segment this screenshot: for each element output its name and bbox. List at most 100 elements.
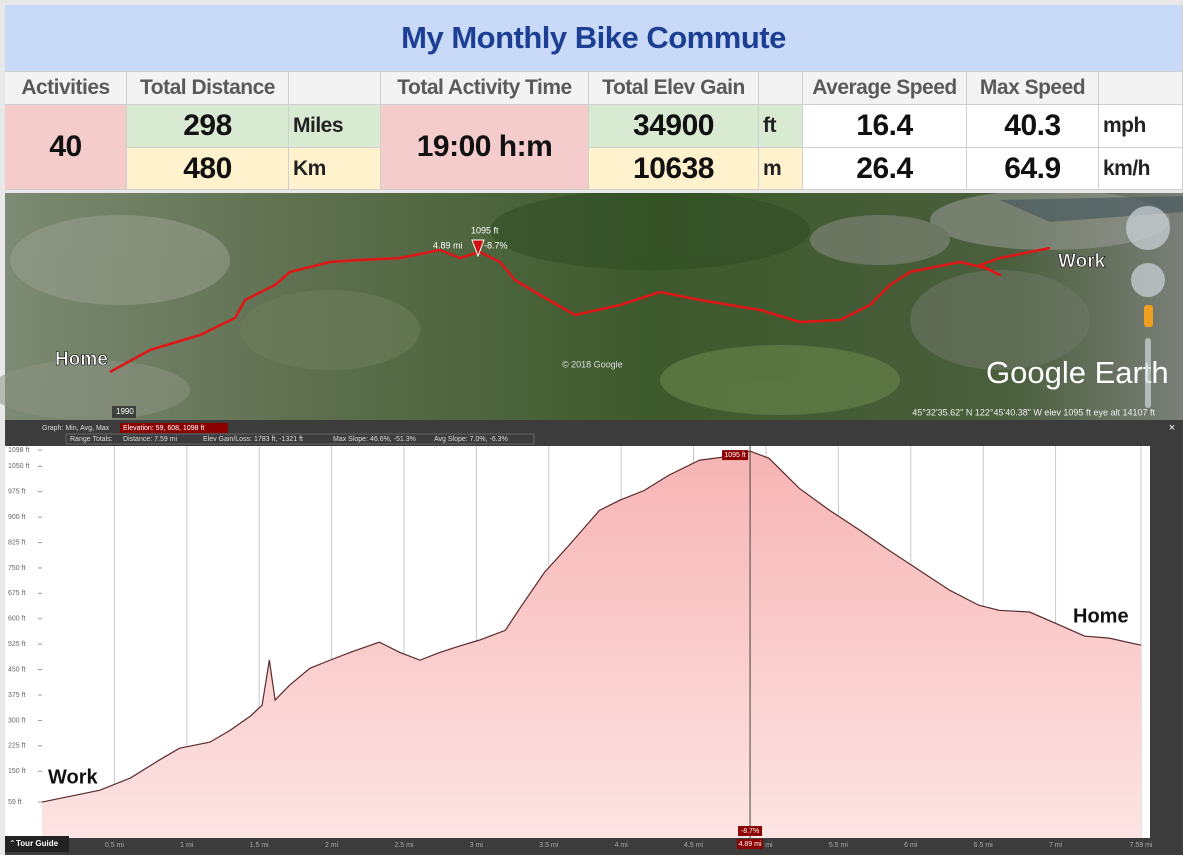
cursor-x-box xyxy=(737,839,764,849)
average-speed: 16.4 xyxy=(803,105,967,148)
y-tick-label: 825 ft xyxy=(8,539,26,546)
y-tick-label: 1050 ft xyxy=(8,463,29,470)
max-speed: 40.3 xyxy=(967,105,1099,148)
map-home-label: Home xyxy=(55,349,108,370)
header-cell xyxy=(289,72,381,105)
x-tick-label: 6 mi xyxy=(904,842,918,849)
cursor-slope-label: -8.7% xyxy=(741,828,759,835)
route xyxy=(109,246,1051,374)
x-tick-label: 7.59 mi xyxy=(1130,842,1153,849)
distance-unit: Miles xyxy=(289,105,381,148)
average-speed: 26.4 xyxy=(803,148,967,190)
close-button[interactable]: × xyxy=(1169,422,1175,434)
river xyxy=(1000,196,1183,222)
y-tick-label: 600 ft xyxy=(8,616,26,623)
tour-guide-icon: ⌃ xyxy=(9,839,16,848)
distance-total: Distance: 7.59 mi xyxy=(123,436,178,443)
elevation-summary: Elevation: 59, 608, 1098 ft xyxy=(123,425,204,432)
cursor-elevation-box xyxy=(722,450,749,461)
elev-gain-value: 10638 xyxy=(589,148,759,190)
year-box xyxy=(112,406,136,418)
y-tick-label: 450 ft xyxy=(8,666,26,673)
range-box xyxy=(65,433,535,445)
y-tick-label: 900 ft xyxy=(8,514,26,521)
x-tick-label: 2 mi xyxy=(325,842,339,849)
y-tick-label: 59 ft xyxy=(8,799,22,806)
avg-slope: Avg Slope: 7.0%, -6.3% xyxy=(434,436,508,443)
cursor-slope-box xyxy=(738,826,763,836)
max-speed: 64.9 xyxy=(967,148,1099,190)
header-cell: Max Speed xyxy=(967,72,1099,105)
end-label: Home xyxy=(1073,605,1129,627)
map-work-label: Work xyxy=(1058,251,1106,272)
distance-unit: Km xyxy=(289,148,381,190)
header-cell: Average Speed xyxy=(803,72,967,105)
cursor-elevation-label: 1095 ft xyxy=(724,452,745,459)
x-tick-label: 7 mi xyxy=(1049,842,1063,849)
map-brand: Google Earth xyxy=(986,355,1169,390)
speed-unit: km/h xyxy=(1099,148,1183,190)
x-tick-label: 6.5 mi xyxy=(974,842,994,849)
y-tick-label: 150 ft xyxy=(8,768,26,775)
nav-look[interactable] xyxy=(1126,206,1170,250)
activity-time: 19:00 h:m xyxy=(381,105,589,190)
y-tick-label: 375 ft xyxy=(8,692,26,699)
street-view[interactable] xyxy=(1144,305,1153,327)
map-status: 45°32'35.62" N 122°45'40.38" W elev 1095… xyxy=(912,407,1155,417)
elevation-chart: Graph: Min, Avg, Max Elevation: 59, 608,… xyxy=(5,420,1183,855)
y-tick-label: 1098 ft xyxy=(8,447,29,454)
elev-gain-unit: ft xyxy=(759,105,803,148)
graph-label: Graph: Min, Avg, Max xyxy=(42,425,110,432)
header-cell: Total Distance xyxy=(127,72,289,105)
map-copyright: © 2018 Google xyxy=(562,359,623,369)
nav-move[interactable] xyxy=(1131,263,1165,297)
distance-value: 480 xyxy=(127,148,289,190)
tour-guide-button[interactable] xyxy=(5,836,69,852)
range-label: Range Totals: xyxy=(70,436,113,443)
map: 1095 ft 4.89 mi -8.7% Home Work © 2018 G… xyxy=(0,193,1183,420)
y-tick-label: 300 ft xyxy=(8,717,26,724)
x-tick-label: 3 mi xyxy=(470,842,484,849)
header-cell xyxy=(1099,72,1183,105)
y-tick-label: 675 ft xyxy=(8,590,26,597)
cursor-x-label: 4.89 mi xyxy=(739,841,762,848)
cursor-arrow xyxy=(471,239,485,258)
header-cell: Total Activity Time xyxy=(381,72,589,105)
elev-gain-unit: m xyxy=(759,148,803,190)
map-cursor-slope: -8.7% xyxy=(484,240,508,250)
x-tick-label: 1 mi xyxy=(180,842,194,849)
x-tick-label: 5 mi xyxy=(759,842,773,849)
speed-unit: mph xyxy=(1099,105,1183,148)
header-cell xyxy=(759,72,803,105)
zoom-slider[interactable] xyxy=(1145,338,1151,408)
sheet-title: My Monthly Bike Commute xyxy=(5,5,1183,72)
elev-gain-loss: Elev Gain/Loss: 1783 ft, -1321 ft xyxy=(203,436,303,443)
x-tick-label: 4.5 mi xyxy=(684,842,704,849)
terrain-patches xyxy=(0,193,1170,420)
x-tick-label: 1.5 mi xyxy=(250,842,270,849)
elevation-line xyxy=(41,450,1142,803)
y-tick-label: 975 ft xyxy=(8,489,26,496)
x-tick-label: 4 mi xyxy=(615,842,629,849)
area-fill xyxy=(42,451,1141,838)
x-tick-label: 2.5 mi xyxy=(394,842,414,849)
start-label: Work xyxy=(48,766,99,788)
elevation-summary-box xyxy=(120,423,228,433)
distance-value: 298 xyxy=(127,105,289,148)
plot: 0.5 mi 1 mi 1.5 mi 2 mi 2.5 mi 3 mi 3.5 mi 4 mi… xyxy=(8,446,1153,849)
header-cell: Total Elev Gain xyxy=(589,72,759,105)
y-tick-label: 525 ft xyxy=(8,641,26,648)
activities-value: 40 xyxy=(5,105,127,190)
x-tick-label: 3.5 mi xyxy=(539,842,559,849)
header-cell: Activities xyxy=(5,72,127,105)
y-tick-label: 225 ft xyxy=(8,743,26,750)
tour-guide-label[interactable]: Tour Guide xyxy=(16,839,59,848)
elev-gain-value: 34900 xyxy=(589,105,759,148)
max-slope: Max Slope: 46.6%, -51.3% xyxy=(333,436,416,443)
y-tick-label: 750 ft xyxy=(8,565,26,572)
map-cursor-distance: 4.89 mi xyxy=(433,240,463,250)
map-year: 1990 xyxy=(116,407,134,416)
x-tick-label: 0.5 mi xyxy=(105,842,125,849)
map-cursor-elevation: 1095 ft xyxy=(471,225,499,235)
